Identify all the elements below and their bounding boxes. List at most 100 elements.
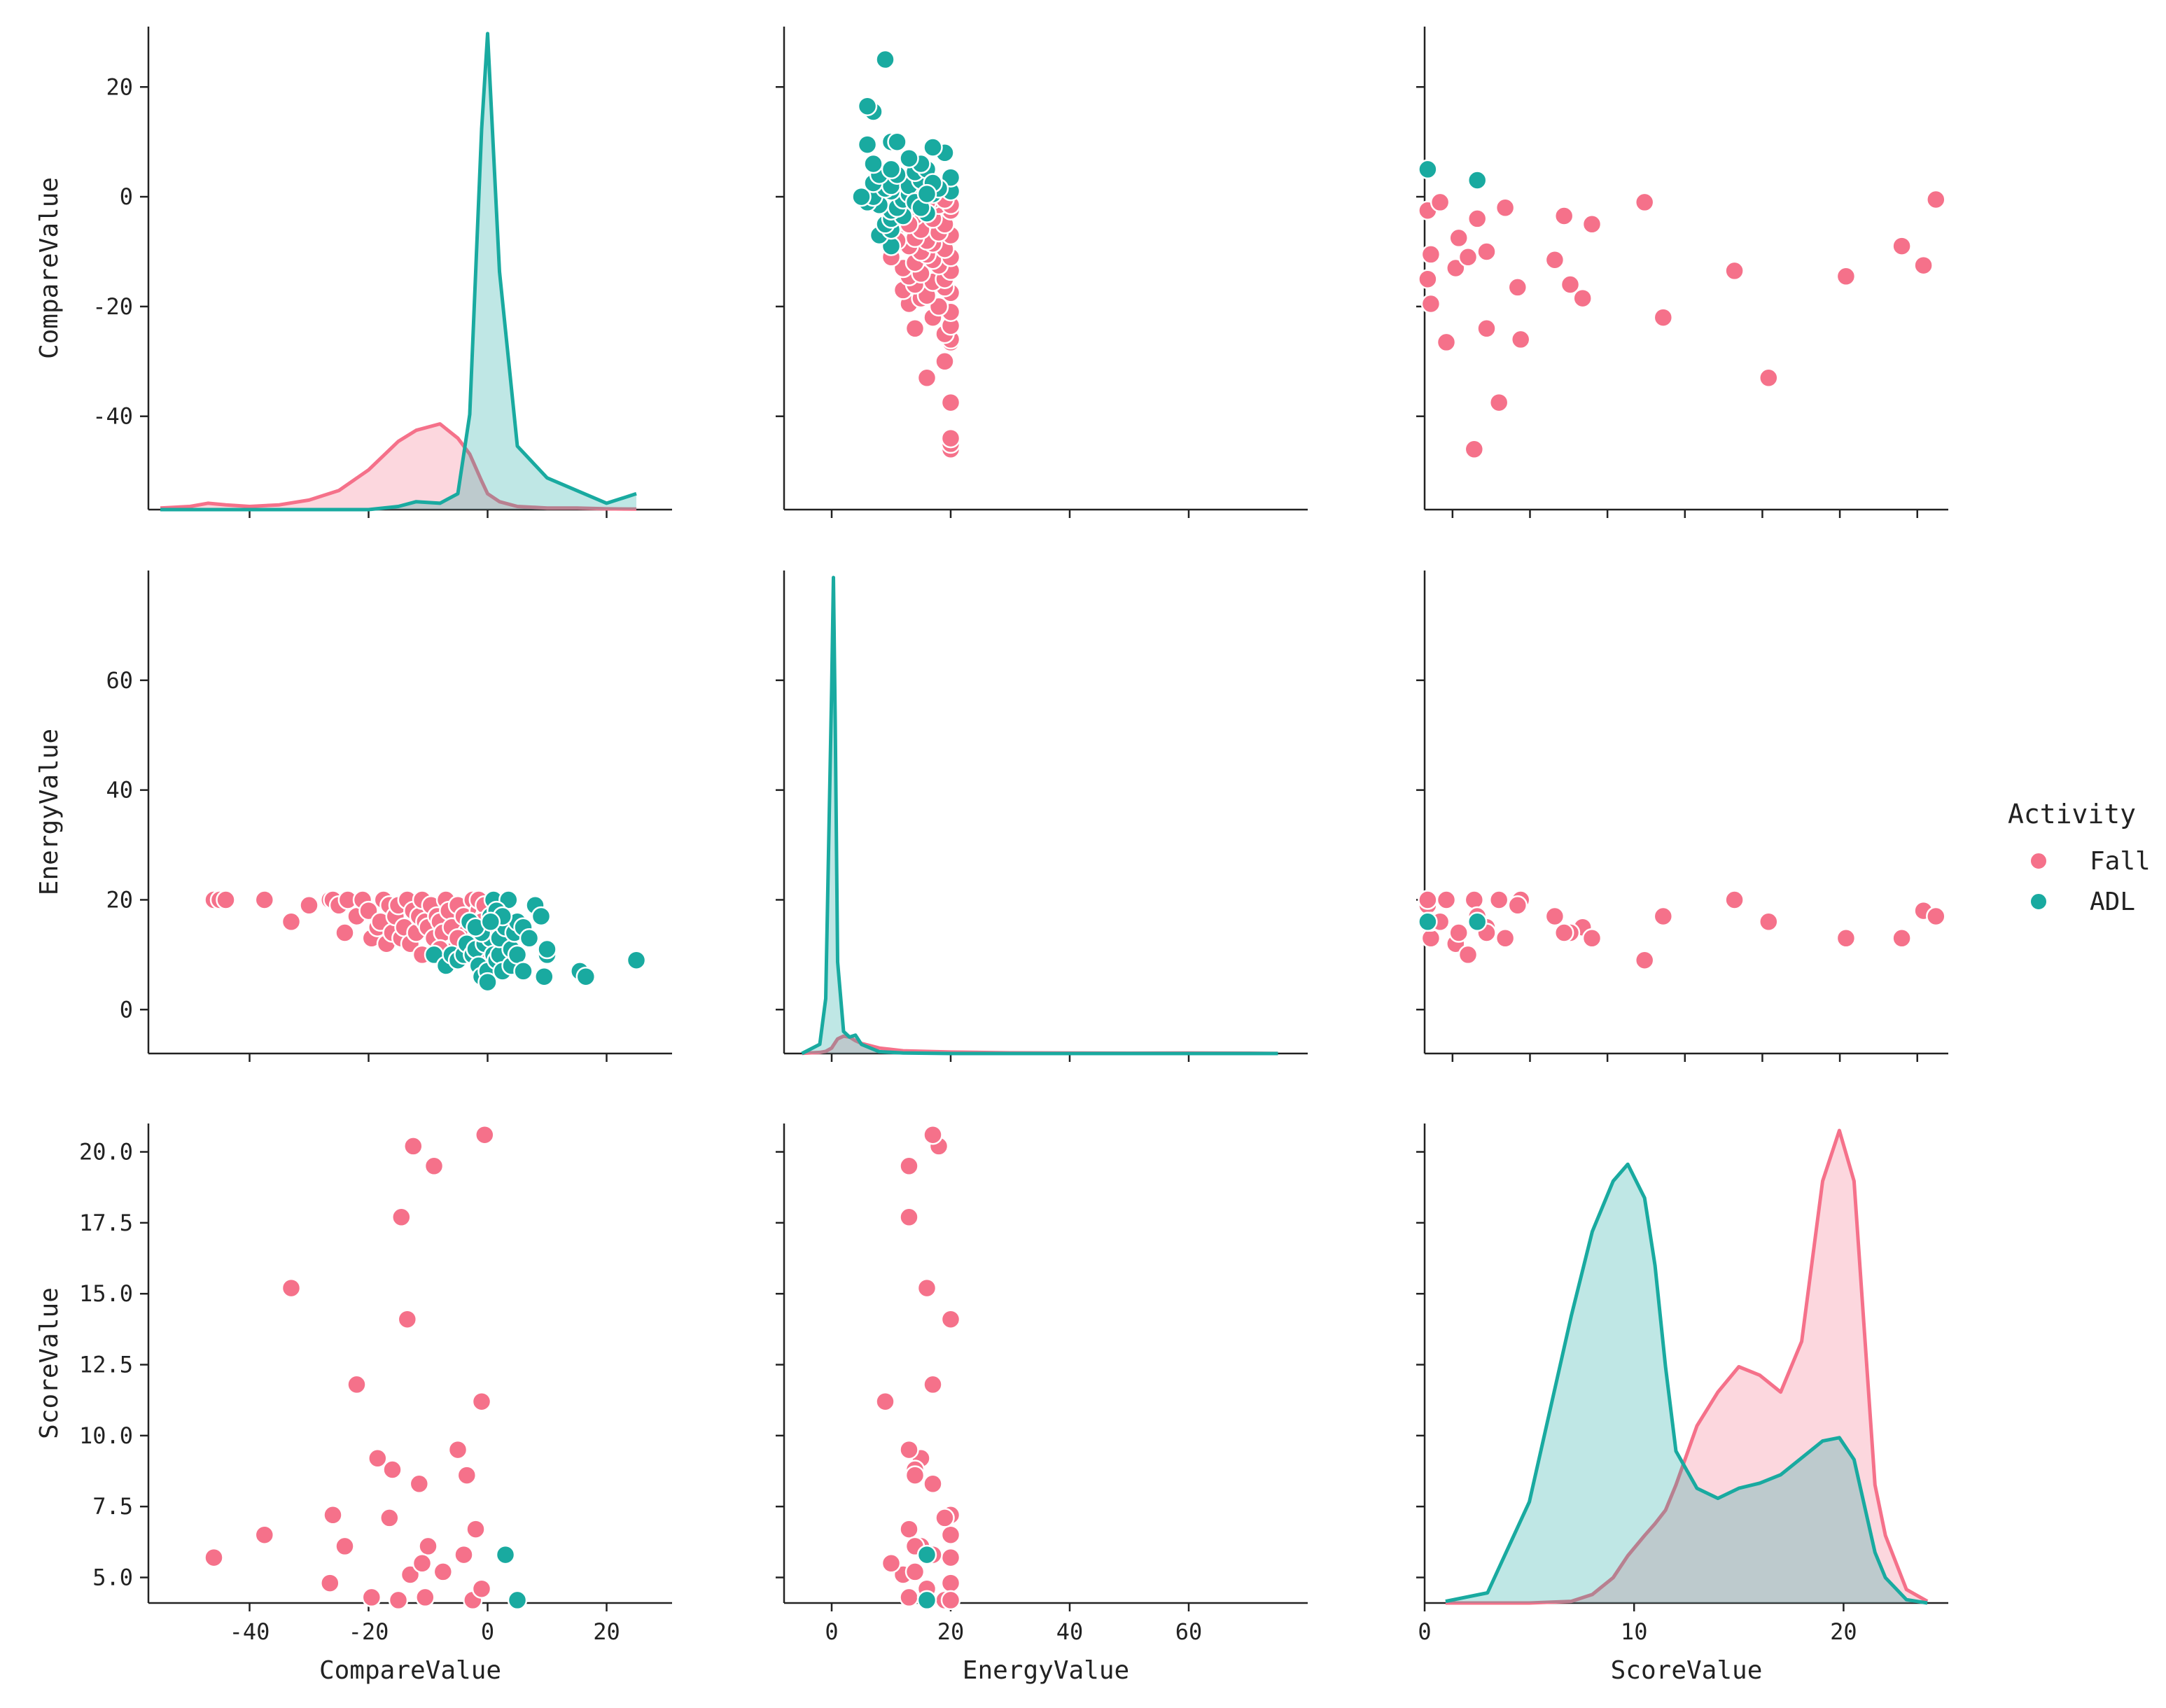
point-fall: [1436, 890, 1457, 910]
point-fall: [1926, 189, 1946, 210]
point-fall: [1476, 318, 1497, 339]
point-fall: [475, 1124, 495, 1145]
point-fall: [1458, 247, 1479, 267]
y-axis-label: ScoreValue: [35, 1287, 64, 1439]
x-tick-label: 60: [1175, 1618, 1203, 1645]
point-fall: [935, 351, 955, 372]
point-fall: [281, 1278, 302, 1298]
point-fall: [1420, 244, 1441, 265]
legend-title: Activity: [2008, 799, 2136, 830]
x-tick-label: 0: [1418, 1618, 1431, 1645]
x-tick-label: 0: [481, 1618, 494, 1645]
legend-marker-fall: [2029, 852, 2048, 870]
point-fall: [379, 1508, 400, 1528]
point-fall: [1836, 266, 1857, 287]
y-axis-label: EnergyValue: [35, 729, 64, 895]
y-tick-label: 17.5: [79, 1210, 133, 1236]
y-tick-label: 40: [106, 777, 133, 804]
density-line-fall: [1445, 1128, 1929, 1605]
point-fall: [940, 1309, 961, 1329]
point-fall: [923, 1124, 943, 1145]
point-fall: [424, 1156, 445, 1177]
point-fall: [254, 890, 275, 910]
point-fall: [1553, 206, 1574, 226]
point-fall: [899, 1207, 919, 1228]
point-fall: [1488, 392, 1509, 413]
point-fall: [1724, 260, 1745, 281]
point-fall: [904, 1465, 925, 1485]
point-fall: [1913, 255, 1934, 276]
x-tick-label: 20: [937, 1618, 965, 1645]
point-fall: [1581, 928, 1602, 948]
density-line-adl: [160, 31, 637, 512]
panel-r1-c0: 0 20 40 60 EnergyValue: [35, 570, 672, 1062]
x-axis-label: EnergyValue: [963, 1656, 1129, 1685]
point-fall: [382, 1460, 403, 1480]
point-fall: [1759, 911, 1779, 932]
point-fall: [281, 911, 302, 932]
legend-marker-adl: [2029, 892, 2048, 911]
point-fall: [323, 1505, 343, 1525]
panel-r0-c0: -40 -20 0 20 CompareValue: [35, 27, 672, 518]
y-tick-label: 0: [120, 996, 133, 1023]
density-line-fall: [160, 422, 637, 511]
point-fall: [916, 368, 937, 388]
point-adl: [537, 939, 557, 960]
density-line-adl: [801, 575, 1278, 1056]
point-fall: [1446, 258, 1466, 279]
point-fall: [923, 1374, 943, 1395]
point-adl: [916, 1590, 937, 1611]
point-fall: [1420, 293, 1441, 314]
point-fall: [418, 1536, 438, 1557]
point-adl: [534, 966, 554, 987]
density-fill-fall: [160, 424, 636, 510]
point-fall: [216, 890, 236, 910]
point-adl: [863, 153, 883, 174]
point-fall: [347, 1374, 367, 1395]
point-fall: [1653, 906, 1674, 927]
point-fall: [935, 1508, 955, 1528]
point-fall: [1544, 249, 1565, 270]
point-adl: [857, 134, 878, 155]
point-fall: [899, 1587, 919, 1608]
point-fall: [940, 1590, 961, 1611]
panel-r1-c1: [776, 570, 1308, 1062]
point-fall: [400, 1564, 421, 1585]
point-fall: [1653, 307, 1674, 328]
point-fall: [904, 318, 925, 339]
panel-r2-c2: 0 10 20 ScoreValue: [1416, 1124, 1948, 1685]
x-tick-label: 10: [1621, 1618, 1648, 1645]
y-tick-label: 20: [106, 74, 133, 100]
density-fill-adl: [160, 34, 636, 510]
y-tick-label: 12.5: [79, 1352, 133, 1378]
point-fall: [335, 1536, 355, 1557]
point-adl: [857, 96, 878, 116]
point-adl: [513, 961, 533, 981]
x-tick-label: 20: [1830, 1618, 1857, 1645]
point-fall: [899, 1439, 919, 1460]
point-fall: [1724, 890, 1745, 910]
point-adl: [881, 159, 902, 180]
point-fall: [403, 1136, 424, 1156]
point-fall: [904, 1562, 925, 1582]
point-fall: [1544, 906, 1565, 927]
legend: Activity Fall ADL: [2008, 799, 2151, 916]
point-adl: [626, 950, 647, 970]
point-adl: [916, 183, 937, 204]
panel-r2-c0: -40 -20 0 20 5.0 7.5 10.0 12.5 15.0 17.5 20.0 Compa…: [35, 1124, 672, 1685]
y-tick-label: -40: [92, 403, 133, 430]
y-tick-label: -20: [92, 293, 133, 320]
point-fall: [1572, 288, 1593, 309]
legend-label-fall: Fall: [2090, 847, 2151, 876]
point-fall: [368, 1448, 388, 1469]
x-tick-label: 20: [593, 1618, 620, 1645]
point-fall: [361, 1587, 382, 1608]
point-fall: [471, 1391, 492, 1412]
point-fall: [940, 428, 961, 449]
point-fall: [1926, 906, 1946, 927]
point-fall: [1476, 241, 1497, 262]
point-fall: [923, 1474, 943, 1494]
point-adl: [887, 132, 907, 152]
density-fill-adl: [1445, 1164, 1928, 1603]
point-adl: [1467, 911, 1488, 932]
